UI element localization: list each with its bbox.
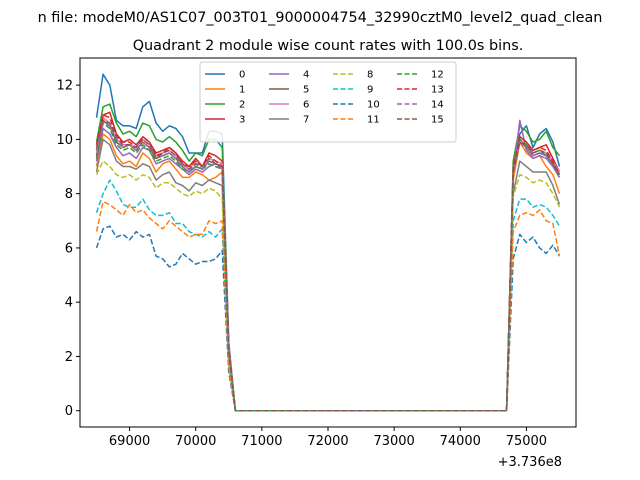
legend-label-14: 14: [431, 100, 444, 111]
x-axis-offset-label: +3.736e8: [498, 455, 562, 470]
series-line-7: [95, 138, 561, 412]
x-tick-label: 73000: [373, 434, 414, 449]
series-line-13: [95, 114, 561, 412]
legend-box: [199, 61, 457, 143]
legend-label-15: 15: [431, 115, 444, 126]
x-tick-label: 70000: [175, 434, 216, 449]
legend-label-2: 2: [239, 100, 245, 111]
figure-suptitle: n file: modeM0/AS1C07_003T01_9000004754_…: [38, 10, 603, 26]
y-tick-label: 6: [65, 241, 73, 256]
plot-lines: [95, 73, 561, 412]
plot-frame: [79, 57, 577, 428]
legend-label-8: 8: [367, 70, 373, 81]
y-tick-label: 4: [65, 296, 73, 311]
series-line-11: [95, 201, 561, 412]
legend-label-7: 7: [303, 115, 309, 126]
legend-label-3: 3: [239, 115, 245, 126]
legend-label-5: 5: [303, 85, 309, 96]
x-tick-label: 71000: [241, 434, 282, 449]
x-tick-label: 75000: [506, 434, 547, 449]
legend-label-12: 12: [431, 70, 444, 81]
series-line-1: [95, 133, 561, 412]
x-axis-ticks: 69000 70000 71000 72000 73000 74000 75000: [109, 427, 547, 449]
series-line-15: [95, 119, 561, 412]
y-tick-label: 10: [56, 133, 73, 148]
series-line-10: [95, 225, 561, 412]
legend-label-1: 1: [239, 85, 245, 96]
legend-label-10: 10: [367, 100, 380, 111]
series-line-8: [95, 160, 561, 412]
chart-title: Quadrant 2 module wise count rates with …: [133, 38, 524, 54]
y-tick-label: 12: [56, 79, 73, 94]
y-tick-label: 2: [65, 350, 73, 365]
x-tick-label: 69000: [109, 434, 150, 449]
x-tick-label: 74000: [440, 434, 481, 449]
x-tick-label: 72000: [307, 434, 348, 449]
series-line-2: [95, 103, 561, 412]
series-line-12: [95, 122, 561, 412]
series-line-9: [95, 179, 561, 412]
series-line-4: [95, 119, 561, 412]
legend-label-13: 13: [431, 85, 444, 96]
legend-label-9: 9: [367, 85, 373, 96]
legend-label-0: 0: [239, 70, 245, 81]
legend-label-6: 6: [303, 100, 309, 111]
y-tick-label: 0: [65, 404, 73, 419]
y-axis-ticks: 0 2 4 6 8 10 12: [56, 79, 80, 419]
legend-label-4: 4: [303, 70, 309, 81]
legend-label-11: 11: [367, 115, 380, 126]
y-tick-label: 8: [65, 187, 73, 202]
